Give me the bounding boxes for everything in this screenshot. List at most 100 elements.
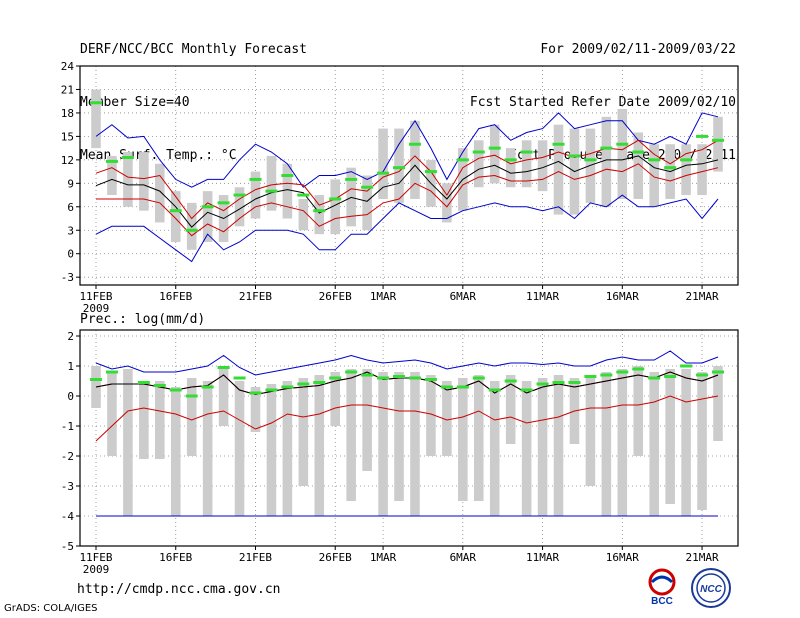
spread-box-prec (314, 375, 325, 516)
ensemble-mean-line-temp (95, 155, 719, 228)
spread-box-prec (665, 369, 675, 504)
spread-box-temp (282, 163, 293, 219)
chart-title: DERF/NCC/BCC Monthly Forecast (80, 42, 307, 57)
forecast-period: For 2009/02/11-2009/03/22 (540, 42, 736, 57)
spread-box-prec (553, 375, 564, 516)
x-tick-label-temp: 26FEB (319, 290, 352, 303)
spread-box-temp (298, 198, 309, 231)
spread-box-prec (234, 381, 245, 516)
spread-box-temp (170, 191, 181, 242)
y-tick-label-prec: -4 (61, 510, 75, 523)
spread-box-prec (282, 381, 293, 516)
ncc-logo-text: NCC (700, 584, 722, 595)
x-tick-label-temp: 16MAR (606, 290, 639, 303)
y-tick-label-temp: 0 (67, 248, 74, 261)
spread-box-temp (394, 128, 404, 203)
y-tick-label-prec: -1 (61, 420, 74, 433)
bcc-logo-ring (648, 568, 676, 596)
grads-credit: GrADS: COLA/IGES (4, 603, 98, 614)
spread-box-temp (330, 179, 341, 235)
spread-box-temp (155, 163, 165, 223)
spread-box-prec (330, 372, 341, 426)
x-tick-label-prec: 16MAR (606, 551, 639, 564)
spread-box-temp (537, 140, 548, 192)
started-refer-date: Fcst Started Refer Date 2009/02/10 (469, 95, 736, 110)
spread-box-prec (458, 378, 468, 501)
ncc-logo: NCC (691, 568, 731, 608)
spread-box-prec (298, 378, 309, 486)
upper-spread-line-temp (95, 139, 719, 220)
spread-box-temp (378, 128, 388, 199)
bcc-logo: BCC (648, 568, 676, 607)
lower-spread-line-prec (95, 395, 719, 442)
spread-box-temp (202, 191, 213, 242)
spread-box-prec (505, 375, 516, 444)
spread-box-prec (585, 375, 596, 486)
year-label-temp: 2009 (83, 302, 110, 315)
spread-box-prec (155, 381, 165, 459)
spread-box-prec (521, 381, 532, 516)
spread-box-prec (202, 381, 213, 516)
spread-box-prec (489, 381, 500, 516)
spread-box-prec (123, 369, 133, 516)
y-tick-label-prec: -3 (61, 480, 74, 493)
spread-box-temp (473, 140, 484, 188)
spread-box-temp (410, 120, 420, 199)
spread-box-temp (250, 171, 261, 219)
panel-frame-temp (79, 65, 739, 286)
spread-box-prec (649, 372, 659, 516)
ensemble-mean-line-prec (95, 371, 719, 396)
spread-box-prec (186, 378, 197, 456)
x-tick-label-temp: 6MAR (450, 290, 477, 303)
spread-box-temp (139, 152, 149, 211)
spread-box-temp (314, 195, 325, 235)
spread-box-temp (266, 155, 277, 211)
y-tick-label-prec: 1 (67, 360, 74, 373)
spread-box-prec (426, 375, 436, 456)
spread-box-temp (649, 144, 659, 207)
spread-box-prec (139, 381, 149, 459)
spread-box-temp (521, 140, 532, 188)
spread-box-prec (394, 372, 404, 501)
spread-box-prec (266, 384, 277, 516)
spread-box-prec (218, 366, 229, 426)
ensemble-max-line-temp (95, 112, 719, 188)
y-tick-label-temp: 21 (61, 83, 74, 96)
spread-box-temp (633, 132, 644, 199)
x-tick-label-prec: 16FEB (159, 551, 192, 564)
spread-box-prec (346, 369, 356, 501)
spread-box-prec (473, 375, 484, 501)
panel-frame-prec (79, 329, 739, 547)
x-tick-label-prec: 11MAR (526, 551, 559, 564)
spread-box-temp (362, 175, 372, 231)
x-tick-label-temp: 21FEB (239, 290, 272, 303)
x-tick-label-temp: 11FEB (79, 290, 112, 303)
x-tick-label-prec: 11FEB (79, 551, 112, 564)
spread-box-prec (442, 381, 452, 456)
y-tick-label-temp: 6 (67, 201, 74, 214)
spread-box-temp (553, 124, 564, 215)
spread-box-temp (617, 109, 628, 199)
x-tick-label-prec: 6MAR (450, 551, 477, 564)
spread-box-prec (378, 372, 388, 516)
x-tick-label-prec: 21FEB (239, 551, 272, 564)
bcc-logo-text: BCC (651, 596, 673, 607)
spread-box-temp (234, 187, 245, 227)
x-tick-label-prec: 1MAR (370, 551, 397, 564)
x-tick-label-temp: 1MAR (370, 290, 397, 303)
spread-box-prec (697, 372, 707, 510)
y-tick-label-temp: 9 (67, 177, 74, 190)
spread-box-temp (505, 148, 516, 188)
ensemble-min-line-temp (95, 194, 719, 263)
source-url[interactable]: http://cmdp.ncc.cma.gov.cn (77, 582, 281, 597)
spread-box-prec (633, 366, 644, 456)
spread-box-prec (107, 372, 117, 456)
panel-title-prec: Prec.: log(mm/d) (80, 312, 205, 327)
ncc-logo-inner (696, 573, 726, 603)
ensemble-max-line-prec (95, 350, 719, 376)
spread-box-temp (681, 144, 691, 196)
spread-box-temp (697, 144, 707, 196)
spread-box-prec (410, 372, 420, 516)
x-tick-label-temp: 21MAR (685, 290, 718, 303)
